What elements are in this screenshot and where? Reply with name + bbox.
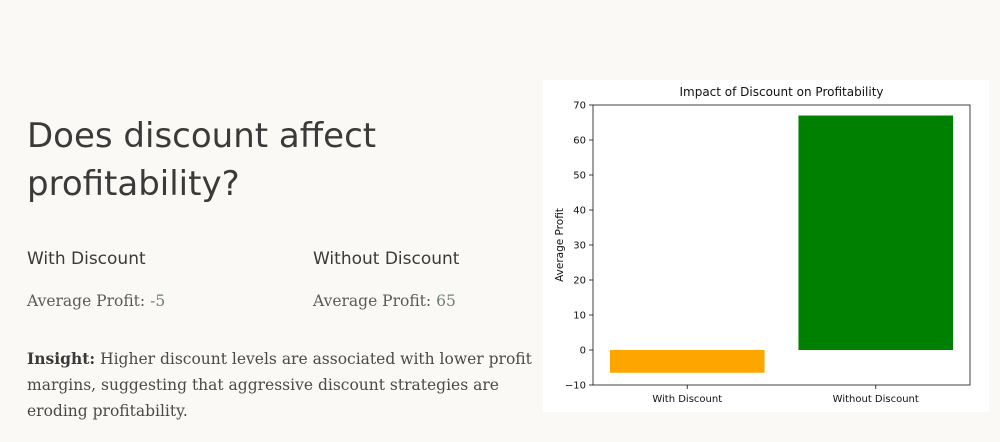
y-tick-label: 70: [573, 101, 586, 112]
y-tick-label: 30: [573, 241, 586, 252]
y-tick-label: 0: [580, 346, 586, 357]
profitability-chart: Impact of Discount on Profitability Avera…: [543, 80, 989, 412]
with-discount-metric-label: Average Profit:: [27, 292, 146, 310]
chart-ylabel: Average Profit: [554, 208, 566, 282]
without-discount-metric: Average Profit: 65: [313, 290, 456, 312]
with-discount-label: With Discount: [27, 249, 146, 269]
insight-paragraph: Insight: Higher discount levels are asso…: [27, 346, 537, 424]
with-discount-metric: Average Profit: -5: [27, 290, 165, 312]
y-tick-label: 60: [573, 136, 586, 147]
y-tick-label: 10: [573, 311, 586, 322]
bar-with-discount: [609, 350, 765, 373]
y-tick-label: 20: [573, 276, 586, 287]
plot-frame: [592, 104, 971, 386]
bar-chart-svg: Impact of Discount on Profitability Avera…: [554, 85, 971, 405]
insight-text: Higher discount levels are associated wi…: [27, 350, 532, 420]
x-tick-label: Without Discount: [833, 394, 919, 405]
x-tick-label: With Discount: [652, 394, 722, 405]
page-title: Does discount affect profitability?: [27, 116, 377, 204]
without-discount-metric-value: 65: [436, 292, 456, 310]
chart-title: Impact of Discount on Profitability: [679, 85, 883, 99]
with-discount-metric-value: -5: [150, 292, 166, 310]
y-tick-label: −10: [565, 381, 586, 392]
y-tick-label: 50: [573, 171, 586, 182]
without-discount-label: Without Discount: [313, 249, 460, 269]
y-tick-label: 40: [573, 206, 586, 217]
insight-lead: Insight:: [27, 349, 96, 368]
without-discount-metric-label: Average Profit:: [313, 292, 432, 310]
bar-without-discount: [798, 115, 954, 350]
